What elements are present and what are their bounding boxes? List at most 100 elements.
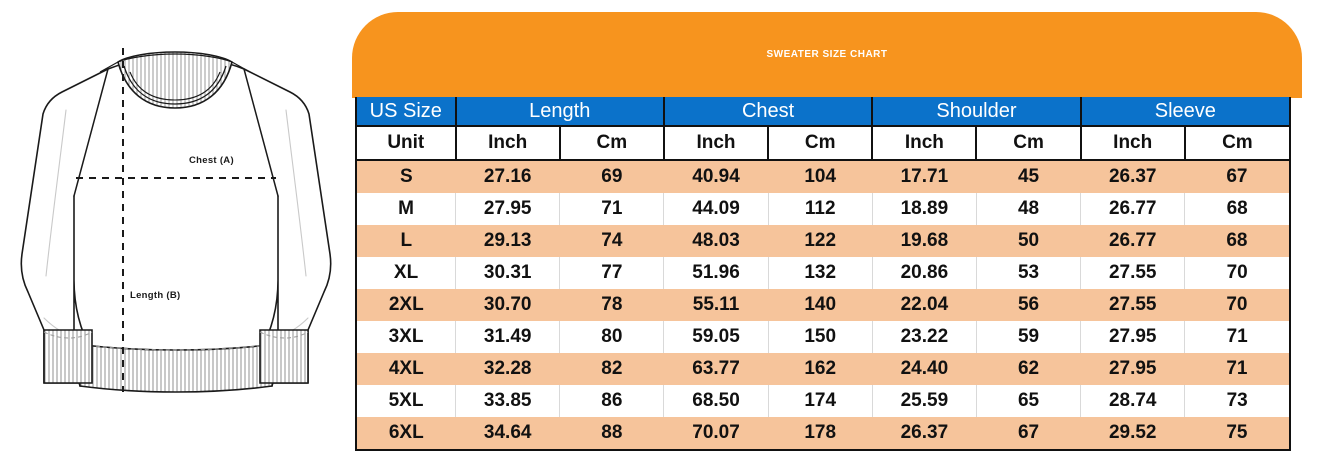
measurement-cell: 59.05 [663, 321, 769, 353]
group-header-row: US Size Length Chest Shoulder Sleeve [357, 97, 1289, 127]
measurement-cell: 48.03 [663, 225, 769, 257]
measurement-cell: 178 [768, 417, 873, 449]
measurement-cell: 67 [976, 417, 1081, 449]
unit-header-row: Unit Inch Cm Inch Cm Inch Cm Inch Cm [357, 126, 1289, 161]
size-label-cell: 3XL [357, 321, 457, 353]
measurement-cell: 78 [559, 289, 664, 321]
measurement-cell: 82 [559, 353, 664, 385]
table-row: 6XL 34.64 88 70.07 178 26.37 67 29.52 75 [357, 417, 1289, 449]
table-row: XL 30.31 77 51.96 132 20.86 53 27.55 70 [357, 257, 1289, 289]
measurement-guides [76, 48, 276, 392]
measurement-cell: 68.50 [663, 385, 769, 417]
title-banner: SWEATER SIZE CHART [352, 12, 1302, 98]
unit-header-cell: Inch [1080, 126, 1186, 161]
measurement-cell: 70 [1184, 289, 1289, 321]
measurement-cell: 23.22 [872, 321, 977, 353]
size-label-cell: 6XL [357, 417, 456, 449]
measurement-cell: 112 [768, 193, 873, 225]
measurement-cell: 67 [1184, 160, 1289, 193]
unit-header-cell: Cm [768, 126, 874, 161]
measurement-cell: 29.13 [455, 225, 560, 257]
measurement-cell: 44.09 [663, 193, 769, 225]
measurement-cell: 33.85 [455, 385, 561, 417]
measurement-cell: 40.94 [663, 160, 769, 193]
measurement-cell: 65 [976, 385, 1082, 417]
measurement-cell: 27.16 [455, 160, 560, 193]
cuff-ribbing-right [259, 329, 309, 384]
measurement-cell: 31.49 [455, 321, 561, 353]
unit-header-cell: Cm [1184, 126, 1289, 161]
measurement-cell: 25.59 [872, 385, 977, 417]
measurement-cell: 28.74 [1080, 385, 1186, 417]
sweater-illustration: Chest (A) Length (B) [0, 0, 350, 465]
measurement-cell: 162 [768, 353, 873, 385]
unit-header-cell: Inch [663, 126, 770, 161]
group-header-chest: Chest [662, 97, 874, 127]
size-label-cell: 5XL [357, 385, 457, 417]
measurement-cell: 34.64 [455, 417, 560, 449]
size-label-cell: M [357, 193, 457, 225]
measurement-cell: 26.77 [1080, 225, 1185, 257]
measurement-cell: 88 [559, 417, 664, 449]
page-title: SWEATER SIZE CHART [766, 49, 888, 60]
measurement-cell: 55.11 [663, 289, 769, 321]
measurement-cell: 75 [1184, 417, 1289, 449]
size-label-cell: L [357, 225, 456, 257]
measurement-cell: 19.68 [872, 225, 977, 257]
measurement-cell: 80 [559, 321, 665, 353]
table-row: M 27.95 71 44.09 112 18.89 48 26.77 68 [357, 193, 1289, 225]
measurement-cell: 32.28 [455, 353, 560, 385]
table-row: L 29.13 74 48.03 122 19.68 50 26.77 68 [357, 225, 1289, 257]
measurement-cell: 73 [1184, 385, 1289, 417]
measurement-cell: 27.55 [1080, 289, 1185, 321]
table-row: 2XL 30.70 78 55.11 140 22.04 56 27.55 70 [357, 289, 1289, 321]
measurement-cell: 45 [976, 160, 1081, 193]
size-table: US Size Length Chest Shoulder Sleeve Uni… [357, 97, 1289, 449]
chest-label: Chest (A) [189, 155, 234, 166]
measurement-cell: 71 [1184, 321, 1289, 353]
table-row: S 27.16 69 40.94 104 17.71 45 26.37 67 [357, 160, 1289, 193]
unit-header-cell: Inch [455, 126, 561, 161]
length-label: Length (B) [130, 290, 181, 301]
measurement-cell: 132 [768, 257, 873, 289]
measurement-cell: 51.96 [663, 257, 769, 289]
measurement-cell: 86 [559, 385, 665, 417]
measurement-cell: 77 [559, 257, 665, 289]
measurement-cell: 27.95 [1080, 353, 1185, 385]
measurement-cell: 70.07 [663, 417, 769, 449]
size-label-cell: 4XL [357, 353, 456, 385]
measurement-cell: 24.40 [872, 353, 977, 385]
measurement-cell: 62 [976, 353, 1081, 385]
measurement-cell: 26.77 [1080, 193, 1186, 225]
measurement-cell: 17.71 [872, 160, 977, 193]
measurement-cell: 69 [559, 160, 664, 193]
hem-ribbing [74, 343, 278, 393]
unit-header-cell: Cm [976, 126, 1082, 161]
table-head: US Size Length Chest Shoulder Sleeve Uni… [357, 97, 1289, 161]
measurement-cell: 26.37 [1080, 160, 1185, 193]
measurement-cell: 30.31 [455, 257, 561, 289]
unit-header-cell: Inch [872, 126, 978, 161]
group-header-shoulder: Shoulder [871, 97, 1082, 127]
measurement-cell: 48 [976, 193, 1082, 225]
measurement-cell: 174 [768, 385, 873, 417]
size-label-cell: S [357, 160, 456, 193]
group-header-length: Length [454, 97, 665, 127]
measurement-cell: 18.89 [872, 193, 977, 225]
measurement-cell: 59 [976, 321, 1082, 353]
measurement-cell: 53 [976, 257, 1082, 289]
measurement-cell: 22.04 [872, 289, 977, 321]
size-table-container: US Size Length Chest Shoulder Sleeve Uni… [355, 97, 1291, 451]
group-header-sleeve: Sleeve [1079, 97, 1289, 127]
measurement-cell: 29.52 [1080, 417, 1185, 449]
unit-header-cell: Cm [559, 126, 665, 161]
table-body: S 27.16 69 40.94 104 17.71 45 26.37 67 M 27.95 71 44… [357, 160, 1289, 449]
cuff-ribbing-left [43, 329, 93, 384]
measurement-cell: 20.86 [872, 257, 977, 289]
measurement-cell: 68 [1184, 193, 1289, 225]
table-row: 5XL 33.85 86 68.50 174 25.59 65 28.74 73 [357, 385, 1289, 417]
measurement-cell: 26.37 [872, 417, 977, 449]
measurement-cell: 68 [1184, 225, 1289, 257]
measurement-cell: 50 [976, 225, 1081, 257]
